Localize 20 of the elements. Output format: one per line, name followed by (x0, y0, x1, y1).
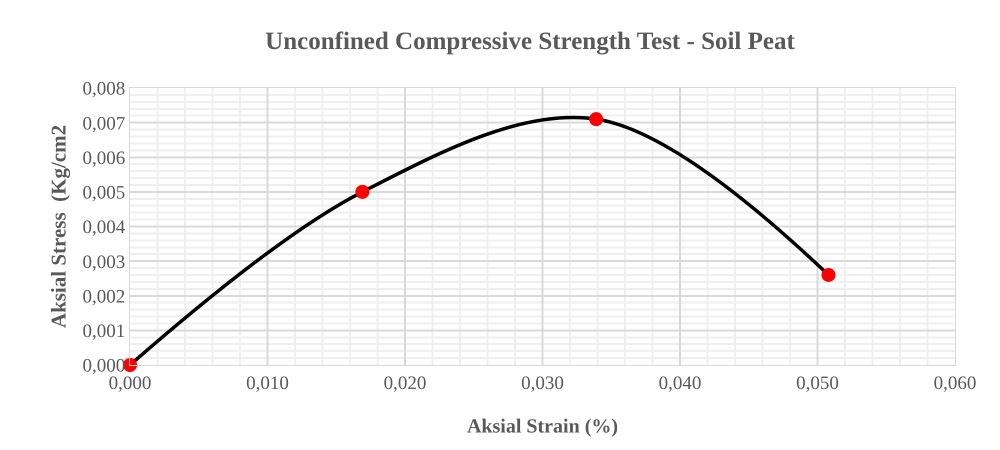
x-tick-label: 0,060 (934, 372, 976, 394)
y-tick-label: 0,003 (82, 252, 126, 273)
point (355, 184, 370, 199)
y-tick-label: 0,002 (82, 286, 126, 308)
x-axis-title: Aksial Strain (%) (466, 415, 618, 438)
y-axis-title: Aksial Stress (Kg/cm2 (46, 124, 71, 328)
x-tick-label: 0,010 (246, 372, 289, 394)
y-tick-label: 0,008 (82, 78, 126, 100)
point (589, 112, 604, 126)
y-tick-label: 0,006 (82, 148, 126, 169)
x-tick-label: 0,020 (384, 372, 426, 394)
y-tick-label: 0,004 (82, 217, 126, 238)
x-tick-label: 0,030 (521, 372, 564, 394)
x-tick-label: 0,050 (796, 372, 839, 394)
y-tick-label: 0,001 (82, 321, 126, 342)
y-tick-label: 0,007 (82, 113, 126, 134)
chart-title: Unconfined Compressive Strength Test - Soil Peat (265, 28, 796, 55)
x-tick-label: 0,040 (658, 372, 702, 394)
point (822, 268, 836, 282)
y-tick-label: 0,005 (82, 182, 126, 204)
